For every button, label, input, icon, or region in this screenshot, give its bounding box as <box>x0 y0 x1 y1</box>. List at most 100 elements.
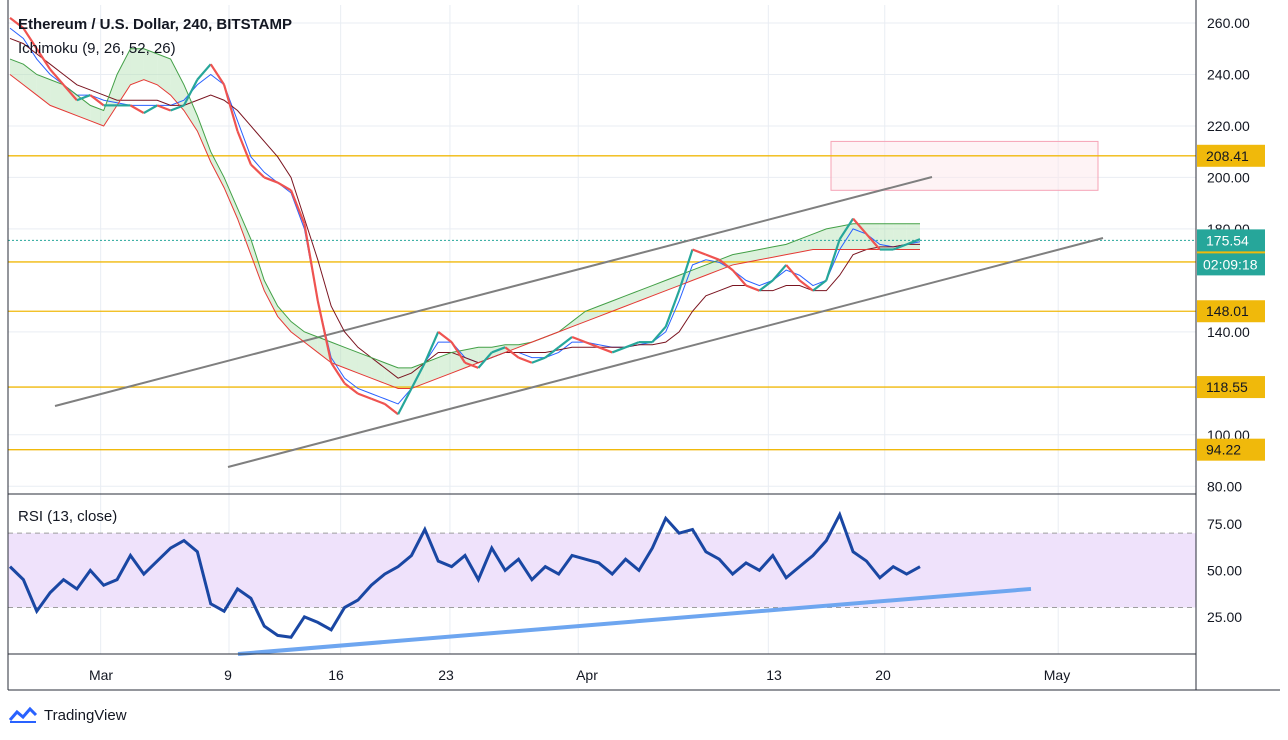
cloud-segment-19 <box>264 280 278 317</box>
ichimoku-legend[interactable]: Ichimoku (9, 26, 52, 26) <box>18 40 176 57</box>
tradingview-label: TradingView <box>44 706 127 724</box>
price-segment-31 <box>423 331 440 364</box>
cloud-segment-56 <box>759 246 773 260</box>
cloud-segment-55 <box>746 249 760 263</box>
price-segment-10 <box>143 104 158 115</box>
countdown-tag <box>1197 253 1265 276</box>
level-tag-0 <box>1197 144 1265 167</box>
ichimoku-lines <box>9 27 921 405</box>
price-segment-6 <box>89 94 105 107</box>
price-segment-12 <box>170 104 185 112</box>
price-tick-0: 260.00 <box>1207 15 1250 31</box>
price-segment-20 <box>277 181 292 192</box>
price-segment-0 <box>9 16 25 30</box>
level-tag-2 <box>1197 300 1265 323</box>
chart-frame <box>7 0 1280 691</box>
price-segment-51 <box>692 248 707 256</box>
price-segment-16 <box>223 84 239 132</box>
price-segment-11 <box>156 104 171 112</box>
price-segment-60 <box>812 279 827 292</box>
cloud-segment-62 <box>839 223 854 250</box>
cloud-segment-16 <box>224 177 238 219</box>
price-segment-34 <box>464 361 479 369</box>
cloud-segment-64 <box>866 223 880 250</box>
price-segment-29 <box>397 387 413 415</box>
ichimoku-cloud <box>10 48 920 389</box>
cloud-segment-28 <box>384 362 399 389</box>
price-segment-44 <box>598 346 613 354</box>
price-segment-26 <box>357 392 372 400</box>
time-tick-2: 16 <box>328 667 344 683</box>
time-axis: Mar 9 16 23 Apr 13 20 May <box>89 667 1070 683</box>
price-segment-62 <box>838 218 855 240</box>
price-segment-21 <box>290 189 306 225</box>
price-segment-66 <box>892 243 908 251</box>
kijun-line <box>9 37 920 379</box>
cloud-segment-20 <box>277 306 292 332</box>
rsi-tick-0: 75.00 <box>1207 516 1242 532</box>
cloud-segment-17 <box>237 208 251 255</box>
time-tick-3: 23 <box>438 667 454 683</box>
price-tick-5: 140.00 <box>1207 324 1250 340</box>
tradingview-logo[interactable]: TradingView <box>8 706 127 724</box>
price-segment-41 <box>558 336 573 349</box>
time-tick-5: 13 <box>766 667 782 683</box>
rsi-band <box>8 533 1196 608</box>
price-segment-58 <box>785 264 801 282</box>
cloud-segment-11 <box>157 53 171 96</box>
cloud-segment-12 <box>170 59 184 111</box>
price-channel <box>54 176 1104 468</box>
cloud-segment-65 <box>879 223 894 250</box>
cloud-segment-34 <box>465 347 479 368</box>
rsi-legend[interactable]: RSI (13, close) <box>18 508 118 525</box>
price-segment-64 <box>865 233 881 251</box>
rsi-panel <box>8 510 1196 656</box>
price-segment-14 <box>196 63 212 81</box>
price-segment-45 <box>611 346 626 354</box>
rsi-trendline <box>237 586 1032 656</box>
level-tag-label-3: 118.55 <box>1206 379 1248 395</box>
cloud-segment-0 <box>10 59 24 85</box>
price-segment-24 <box>330 362 346 384</box>
cloud-segment-9 <box>130 48 144 85</box>
price-tick-3: 200.00 <box>1207 169 1250 185</box>
cloud-segment-5 <box>76 95 91 121</box>
cloud-segment-22 <box>304 331 318 353</box>
cloud-segment-32 <box>438 352 452 379</box>
level-tag-3 <box>1197 376 1265 399</box>
cloud-segment-3 <box>50 79 64 111</box>
target-zone <box>830 140 1099 191</box>
price-segment-48 <box>651 325 667 343</box>
price-segment-17 <box>236 130 252 165</box>
price-segment-33 <box>450 341 466 364</box>
price-segment-54 <box>731 269 747 287</box>
cloud-segment-15 <box>210 151 225 188</box>
price-segment-40 <box>544 346 560 359</box>
level-tag-4 <box>1197 438 1265 461</box>
span_a-line <box>9 48 920 369</box>
price-segment-37 <box>504 346 520 359</box>
price-segment-30 <box>410 362 426 389</box>
span_b-line <box>9 74 920 389</box>
price-segment-49 <box>664 290 681 328</box>
chart-title: Ethereum / U.S. Dollar, 240, BITSTAMP <box>18 16 292 33</box>
cloud-segment-18 <box>250 239 265 291</box>
cloud-segment-61 <box>826 226 840 250</box>
cloud-segment-59 <box>799 234 813 253</box>
price-segment-19 <box>263 176 279 184</box>
price-segment-15 <box>209 63 226 86</box>
last-price-tag <box>1197 229 1265 252</box>
price-tick-2: 220.00 <box>1207 118 1250 134</box>
price-segment-13 <box>182 79 199 106</box>
cloud-segment-57 <box>772 244 787 258</box>
time-tick-6: 20 <box>875 667 891 683</box>
price-segment-35 <box>477 351 493 369</box>
price-segment-27 <box>370 397 386 405</box>
channel-upper-line <box>54 176 933 407</box>
price-segment-67 <box>906 238 921 246</box>
cloud-segment-14 <box>197 115 211 162</box>
price-segment-3 <box>49 68 65 86</box>
cloud-segment-8 <box>117 48 131 106</box>
price-tick-7: 80.00 <box>1207 478 1242 494</box>
